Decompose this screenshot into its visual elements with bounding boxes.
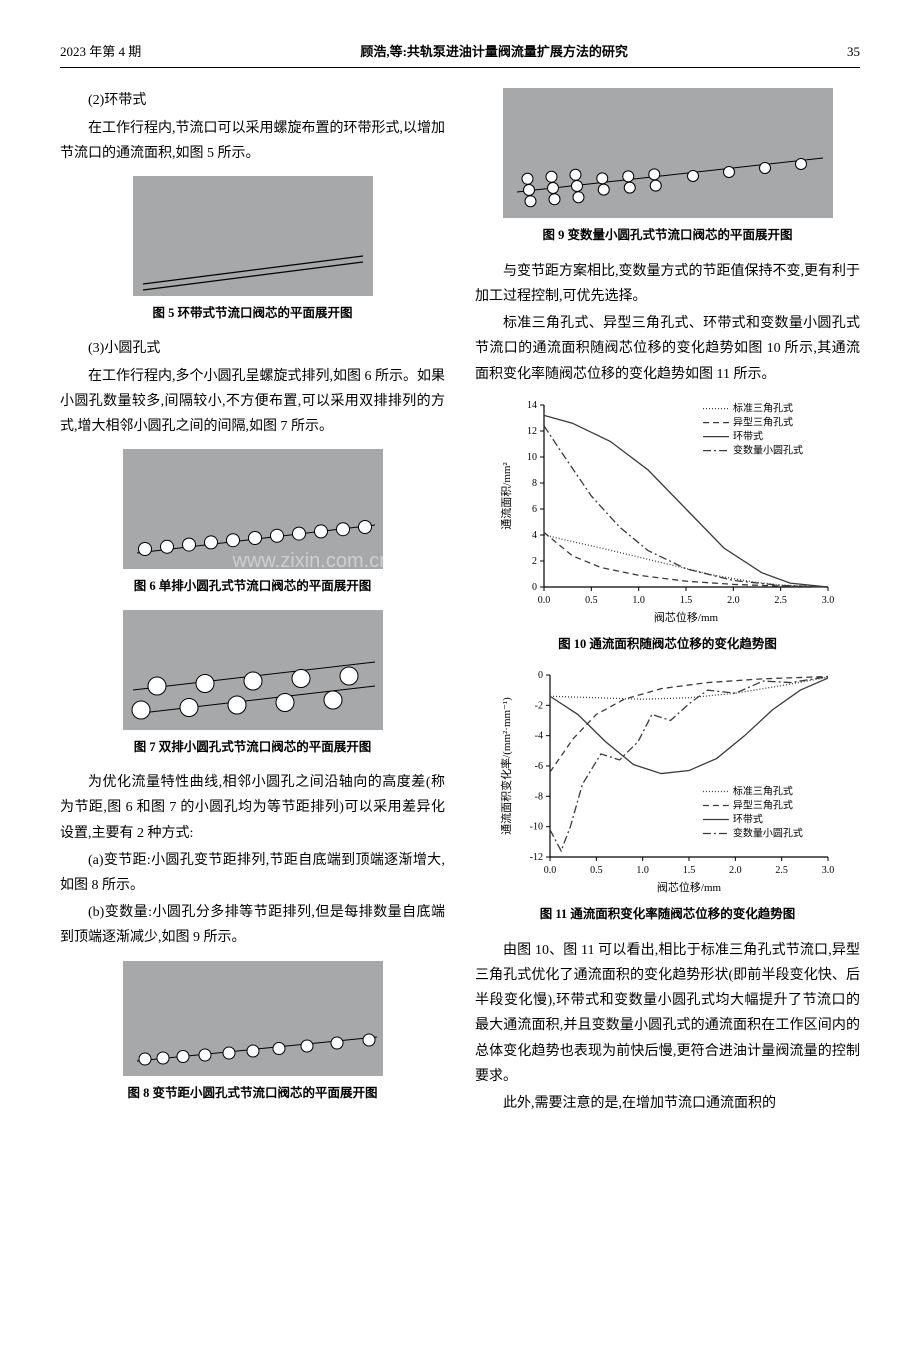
svg-text:-8: -8 — [534, 792, 542, 803]
svg-text:2.0: 2.0 — [727, 595, 740, 606]
figure-11-chart: 0.0 0.5 1.0 1.5 2.0 2.5 3.0 -12 -10 -8 -6 -4 -2 0 阀芯位移… — [498, 667, 838, 897]
svg-text:2.5: 2.5 — [775, 865, 788, 876]
figure-8-image — [123, 961, 383, 1076]
figure-10-caption: 图 10 通流面积随阀芯位移的变化趋势图 — [475, 633, 860, 656]
figure-8-caption: 图 8 变节距小圆孔式节流口阀芯的平面展开图 — [60, 1082, 445, 1105]
section-3-para1: 在工作行程内,多个小圆孔呈螺旋式排列,如图 6 所示。如果小圆孔数量较多,间隔较… — [60, 364, 445, 440]
figure-10-chart: 0.0 0.5 1.0 1.5 2.0 2.5 3.0 0 2 4 6 8 10 12 14 阀芯位移/mm 通… — [498, 397, 838, 627]
svg-text:环带式: 环带式 — [732, 813, 762, 826]
figure-7-image — [123, 610, 383, 730]
svg-text:通流面积/mm²: 通流面积/mm² — [499, 461, 513, 529]
svg-text:1.5: 1.5 — [679, 595, 692, 606]
figure-7 — [60, 610, 445, 730]
page-number: 35 — [847, 40, 860, 63]
header-issue: 2023 年第 4 期 — [60, 40, 141, 63]
figure-6-image: www.zixin.com.cn — [123, 449, 383, 569]
svg-text:8: 8 — [532, 478, 537, 489]
svg-text:阀芯位移/mm: 阀芯位移/mm — [653, 610, 718, 624]
right-para4: 此外,需要注意的是,在增加节流口通流面积的 — [475, 1091, 860, 1116]
svg-text:2: 2 — [532, 556, 537, 567]
para-after-fig7: 为优化流量特性曲线,相邻小圆孔之间沿轴向的高度差(称为节距,图 6 和图 7 的… — [60, 770, 445, 846]
svg-text:12: 12 — [527, 426, 537, 437]
svg-text:3.0: 3.0 — [821, 595, 834, 606]
figure-6: www.zixin.com.cn — [60, 449, 445, 569]
svg-text:-2: -2 — [534, 701, 542, 712]
svg-text:6: 6 — [532, 504, 537, 515]
svg-text:环带式: 环带式 — [733, 429, 763, 442]
svg-text:0.0: 0.0 — [537, 595, 550, 606]
section-3-title: (3)小圆孔式 — [60, 336, 445, 361]
section-2-title: (2)环带式 — [60, 88, 445, 113]
svg-text:3.0: 3.0 — [821, 865, 834, 876]
svg-text:变数量小圆孔式: 变数量小圆孔式 — [732, 827, 802, 840]
header-title: 顾浩,等:共轨泵进油计量阀流量扩展方法的研究 — [141, 40, 847, 63]
figure-9 — [475, 88, 860, 218]
figure-5-image — [133, 176, 373, 296]
svg-text:0.5: 0.5 — [585, 595, 598, 606]
svg-text:异型三角孔式: 异型三角孔式 — [732, 799, 792, 812]
svg-text:2.5: 2.5 — [774, 595, 787, 606]
right-para1: 与变节距方案相比,变数量方式的节距值保持不变,更有利于加工过程控制,可优先选择。 — [475, 259, 860, 309]
svg-text:-4: -4 — [534, 731, 542, 742]
figure-5 — [60, 176, 445, 296]
svg-text:4: 4 — [532, 530, 537, 541]
right-para2: 标准三角孔式、异型三角孔式、环带式和变数量小圆孔式节流口的通流面积随阀芯位移的变… — [475, 311, 860, 387]
svg-text:通流面积变化率/(mm²·mm⁻¹): 通流面积变化率/(mm²·mm⁻¹) — [499, 697, 513, 835]
figure-11-caption: 图 11 通流面积变化率随阀芯位移的变化趋势图 — [475, 903, 860, 926]
figure-5-caption: 图 5 环带式节流口阀芯的平面展开图 — [60, 302, 445, 325]
para-option-a: (a)变节距:小圆孔变节距排列,节距自底端到顶端逐渐增大,如图 8 所示。 — [60, 848, 445, 898]
right-column: 图 9 变数量小圆孔式节流口阀芯的平面展开图 与变节距方案相比,变数量方式的节距… — [475, 88, 860, 1118]
figure-9-caption: 图 9 变数量小圆孔式节流口阀芯的平面展开图 — [475, 224, 860, 247]
svg-text:-10: -10 — [529, 822, 542, 833]
svg-text:-6: -6 — [534, 761, 542, 772]
svg-text:变数量小圆孔式: 变数量小圆孔式 — [733, 443, 803, 456]
svg-text:1.5: 1.5 — [682, 865, 695, 876]
svg-text:14: 14 — [527, 400, 537, 411]
svg-text:标准三角孔式: 标准三角孔式 — [732, 785, 792, 798]
svg-text:异型三角孔式: 异型三角孔式 — [733, 415, 793, 428]
svg-text:1.0: 1.0 — [632, 595, 645, 606]
svg-text:1.0: 1.0 — [636, 865, 649, 876]
svg-text:0.0: 0.0 — [543, 865, 556, 876]
svg-text:0: 0 — [532, 582, 537, 593]
svg-text:0.5: 0.5 — [590, 865, 603, 876]
figure-8 — [60, 961, 445, 1076]
svg-text:-12: -12 — [529, 852, 542, 863]
svg-text:2.0: 2.0 — [729, 865, 742, 876]
svg-text:标准三角孔式: 标准三角孔式 — [733, 401, 793, 414]
figure-6-caption: 图 6 单排小圆孔式节流口阀芯的平面展开图 — [60, 575, 445, 598]
svg-text:10: 10 — [527, 452, 537, 463]
svg-text:0: 0 — [538, 670, 543, 681]
left-column: (2)环带式 在工作行程内,节流口可以采用螺旋布置的环带形式,以增加节流口的通流… — [60, 88, 445, 1118]
right-para3: 由图 10、图 11 可以看出,相比于标准三角孔式节流口,异型三角孔式优化了通流… — [475, 938, 860, 1089]
page-header: 2023 年第 4 期 顾浩,等:共轨泵进油计量阀流量扩展方法的研究 35 — [60, 40, 860, 68]
section-2-para1: 在工作行程内,节流口可以采用螺旋布置的环带形式,以增加节流口的通流面积,如图 5… — [60, 116, 445, 166]
figure-9-image — [503, 88, 833, 218]
svg-text:阀芯位移/mm: 阀芯位移/mm — [656, 880, 721, 894]
content-columns: (2)环带式 在工作行程内,节流口可以采用螺旋布置的环带形式,以增加节流口的通流… — [60, 88, 860, 1118]
figure-7-caption: 图 7 双排小圆孔式节流口阀芯的平面展开图 — [60, 736, 445, 759]
para-option-b: (b)变数量:小圆孔分多排等节距排列,但是每排数量自底端到顶端逐渐减少,如图 9… — [60, 900, 445, 950]
